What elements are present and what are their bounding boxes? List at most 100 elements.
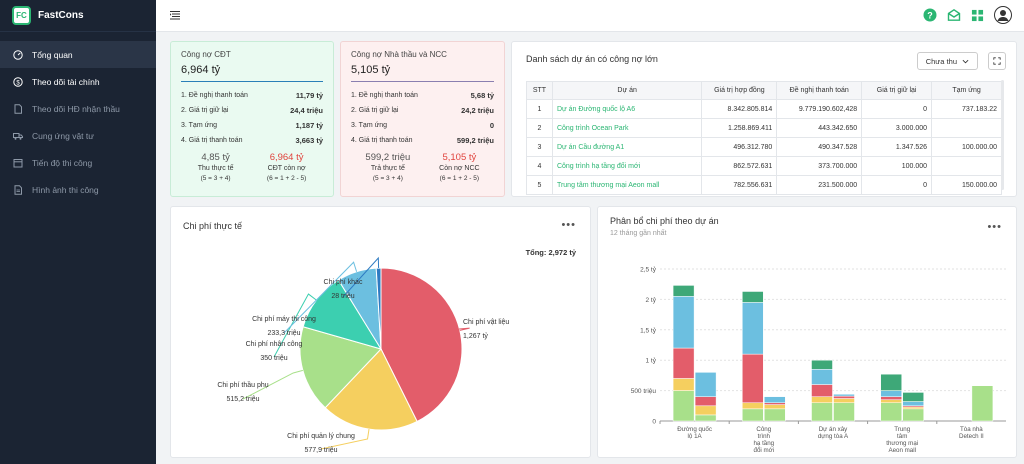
table-cell: 443.342.650 — [776, 118, 863, 138]
project-link[interactable]: Trung tâm thương mại Aeon mall — [551, 175, 703, 195]
y-tick-label: 2 tỷ — [646, 297, 657, 304]
bar-segment[interactable] — [672, 347, 695, 379]
bar-segment[interactable] — [694, 405, 717, 416]
bar-segment[interactable] — [811, 402, 833, 422]
bar-segment[interactable] — [672, 378, 695, 391]
x-tick-label: Công — [756, 426, 771, 433]
bar-segment[interactable] — [971, 385, 994, 422]
bar-segment[interactable] — [764, 396, 786, 404]
pie-slice-name: Chi phí nhân công — [246, 341, 303, 348]
bar-segment[interactable] — [833, 393, 855, 397]
bar-segment[interactable] — [880, 402, 902, 422]
row-label: 1. Đề nghị thanh toán — [351, 92, 418, 99]
project-link[interactable]: Công trình hạ tầng đổi mới — [551, 156, 703, 176]
column-header[interactable]: Tạm ứng — [931, 81, 1002, 100]
column-header[interactable]: STT — [526, 81, 553, 100]
actual-cost-card: Chi phí thực tế ••• Tổng: 2,972 tỷ Chi p… — [170, 206, 591, 458]
table-cell: 5 — [526, 175, 553, 195]
expand-button[interactable] — [988, 52, 1006, 70]
truck-icon — [13, 131, 23, 141]
bar-segment[interactable] — [811, 396, 833, 404]
sidebar-item-images[interactable]: Hình ảnh thi công — [0, 176, 156, 203]
project-link[interactable]: Dự án Đường quốc lộ A6 — [551, 99, 703, 119]
table-row[interactable]: 1 Dự án Đường quốc lộ A6 8.342.805.814 9… — [526, 99, 1002, 119]
pie-slice[interactable] — [380, 267, 463, 423]
project-link[interactable]: Dự án Cầu đường A1 — [551, 137, 703, 157]
bar-segment[interactable] — [880, 390, 902, 397]
table-cell: 1.258.869.411 — [701, 118, 778, 138]
status-filter-dropdown[interactable]: Chưa thu — [916, 52, 978, 70]
project-link[interactable]: Công trình Ocean Park — [551, 118, 703, 138]
bar-segment[interactable] — [902, 406, 924, 410]
bar-segment[interactable] — [742, 291, 764, 303]
x-tick-label: tâm — [897, 433, 907, 440]
bar-segment[interactable] — [833, 402, 855, 422]
pie-slice[interactable] — [299, 326, 382, 409]
table-cell: 231.500.000 — [776, 175, 863, 195]
bar-segment[interactable] — [694, 372, 717, 397]
x-tick-label: Dự án xây — [819, 426, 848, 433]
bar-segment[interactable] — [764, 404, 786, 410]
bar-segment[interactable] — [902, 392, 924, 402]
more-options-icon[interactable]: ••• — [987, 221, 1002, 233]
bar-segment[interactable] — [694, 396, 717, 407]
sidebar-item-supply[interactable]: Cung ứng vật tư — [0, 122, 156, 149]
bar-segment[interactable] — [902, 401, 924, 407]
table-cell: 3.000.000 — [861, 118, 933, 138]
bar-segment[interactable] — [811, 369, 833, 385]
bar-segment[interactable] — [672, 296, 695, 349]
summary-value: 599,2 triệu — [365, 152, 411, 163]
more-options-icon[interactable]: ••• — [561, 219, 576, 231]
table-row[interactable]: 5 Trung tâm thương mại Aeon mall 782.556… — [526, 175, 1002, 195]
cost-distribution-card: Phân bổ chi phí theo dự án 12 tháng gần … — [597, 206, 1017, 458]
table-row[interactable]: 3 Dự án Cầu đường A1 496.312.780 490.347… — [526, 137, 1002, 157]
row-value: 11,79 tỷ — [295, 91, 323, 100]
column-header[interactable]: Đề nghị thanh toán — [776, 81, 863, 100]
bar-segment[interactable] — [811, 359, 833, 370]
menu-toggle-icon[interactable] — [169, 9, 181, 21]
y-tick-label: 2,5 tỷ — [640, 267, 657, 274]
pie-label-line — [273, 293, 317, 358]
column-header[interactable]: Giá trị giữ lại — [861, 81, 933, 100]
dollar-icon: $ — [13, 76, 23, 87]
table-cell — [931, 118, 1002, 138]
bar-segment[interactable] — [694, 414, 717, 422]
table-row[interactable]: 2 Công trình Ocean Park 1.258.869.411 44… — [526, 118, 1002, 138]
sidebar-item-contracts[interactable]: Theo dõi HĐ nhận thầu — [0, 95, 156, 122]
sidebar-item-overview[interactable]: Tổng quan — [0, 41, 156, 68]
brand-logo: FC — [12, 6, 31, 25]
sidebar-item-finance[interactable]: $ Theo dõi tài chính — [0, 68, 156, 95]
mail-icon[interactable] — [946, 8, 961, 23]
column-header[interactable]: Dự án — [551, 81, 703, 100]
bar-segment[interactable] — [742, 302, 764, 355]
bar-segment[interactable] — [880, 396, 902, 400]
bar-segment[interactable] — [672, 285, 695, 297]
bar-segment[interactable] — [880, 399, 902, 404]
bar-segment[interactable] — [742, 408, 764, 422]
row-label: 1. Đề nghị thanh toán — [181, 92, 248, 99]
bar-segment[interactable] — [742, 402, 764, 410]
bar-segment[interactable] — [880, 373, 902, 391]
bar-segment[interactable] — [672, 390, 695, 422]
row-value: 24,2 triệu — [461, 106, 494, 115]
bar-segment[interactable] — [833, 398, 855, 404]
bar-segment[interactable] — [811, 384, 833, 397]
bar-segment[interactable] — [764, 402, 786, 405]
column-header[interactable]: Giá trị hợp đồng — [701, 81, 778, 100]
summary-paid: 599,2 triệu Trả thực tế (5 = 3 + 4) — [365, 152, 410, 182]
svg-text:?: ? — [927, 10, 933, 20]
bar-segment[interactable] — [902, 408, 924, 422]
bar-segment[interactable] — [764, 408, 786, 422]
x-tick-label: dựng tòa A — [818, 433, 849, 440]
bar-segment[interactable] — [742, 353, 764, 404]
bar-segment[interactable] — [833, 395, 855, 399]
brand[interactable]: FC FastCons — [0, 0, 156, 32]
table-scrollbar[interactable] — [1001, 80, 1004, 190]
sidebar-item-progress[interactable]: Tiến độ thi công — [0, 149, 156, 176]
sidebar-nav: Tổng quan $ Theo dõi tài chính Theo dõi … — [0, 41, 156, 203]
user-avatar-icon[interactable] — [994, 6, 1012, 24]
card-title: Công nợ Nhà thầu và NCC — [351, 50, 447, 59]
table-row[interactable]: 4 Công trình hạ tầng đổi mới 862.572.631… — [526, 156, 1002, 176]
apps-grid-icon[interactable] — [970, 8, 985, 23]
help-icon[interactable]: ? — [922, 8, 937, 23]
